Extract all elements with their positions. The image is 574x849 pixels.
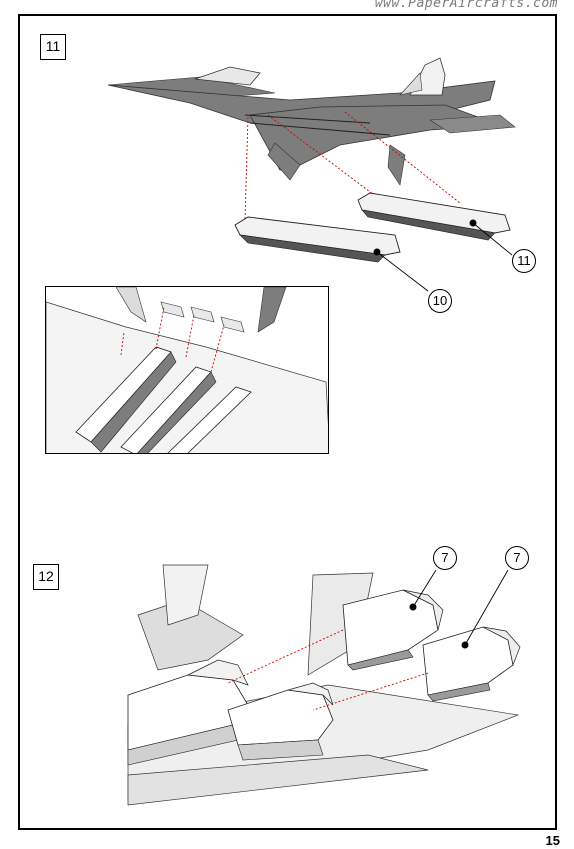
- callout-part-11: 11: [512, 249, 536, 273]
- callout-part-7-right: 7: [505, 546, 529, 570]
- callout-part-10: 10: [428, 289, 452, 313]
- step-11-aircraft-illustration: [107, 57, 516, 292]
- page-number: 15: [545, 833, 560, 848]
- page-frame: [18, 14, 557, 830]
- detail-inset: [45, 286, 329, 454]
- watermark: www.PaperAircrafts.com: [374, 0, 558, 11]
- detail-inset-illustration: [46, 287, 328, 453]
- step-12-engine-illustration: [127, 564, 521, 806]
- step-11-number: 11: [40, 34, 66, 60]
- step-12-number: 12: [33, 564, 59, 590]
- callout-part-7-left: 7: [433, 546, 457, 570]
